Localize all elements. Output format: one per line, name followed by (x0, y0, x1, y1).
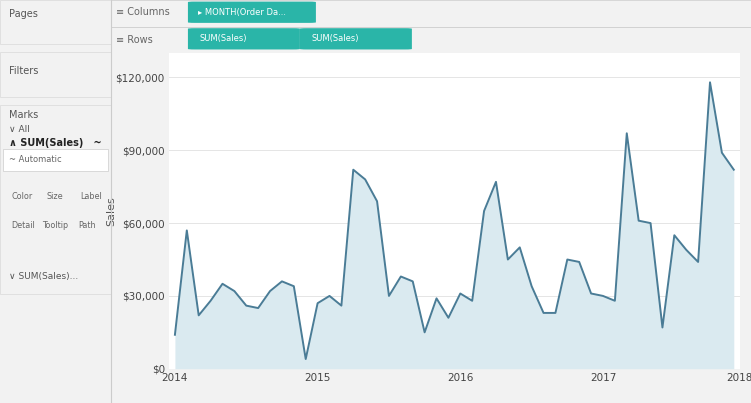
Text: Path: Path (78, 221, 95, 230)
Text: Pages: Pages (9, 9, 38, 19)
Text: Label: Label (80, 192, 102, 201)
Text: ∨ All: ∨ All (9, 125, 30, 134)
Text: Marks: Marks (9, 110, 38, 120)
Bar (0, 0, 111, 44)
FancyBboxPatch shape (300, 28, 412, 50)
Bar (3, 149, 108, 171)
FancyBboxPatch shape (188, 28, 300, 50)
Text: ∨ SUM(Sales)...: ∨ SUM(Sales)... (9, 272, 78, 280)
Text: Color: Color (11, 192, 32, 201)
Bar (0, 52, 111, 97)
Text: ≡ Columns: ≡ Columns (116, 7, 170, 17)
Text: ▸ MONTH(Order Da...: ▸ MONTH(Order Da... (198, 8, 285, 17)
Bar (0, 105, 111, 294)
Text: Tooltip: Tooltip (42, 221, 68, 230)
Text: SUM(Sales): SUM(Sales) (200, 34, 247, 44)
Text: ∧ SUM(Sales)   ~: ∧ SUM(Sales) ~ (9, 138, 101, 148)
Text: Size: Size (47, 192, 63, 201)
Y-axis label: Sales: Sales (107, 196, 116, 226)
Text: SUM(Sales): SUM(Sales) (312, 34, 359, 44)
Text: Filters: Filters (9, 66, 38, 75)
Text: ~ Automatic: ~ Automatic (9, 155, 62, 164)
Text: Detail: Detail (11, 221, 35, 230)
FancyBboxPatch shape (188, 2, 316, 23)
Text: ≡ Rows: ≡ Rows (116, 35, 153, 45)
